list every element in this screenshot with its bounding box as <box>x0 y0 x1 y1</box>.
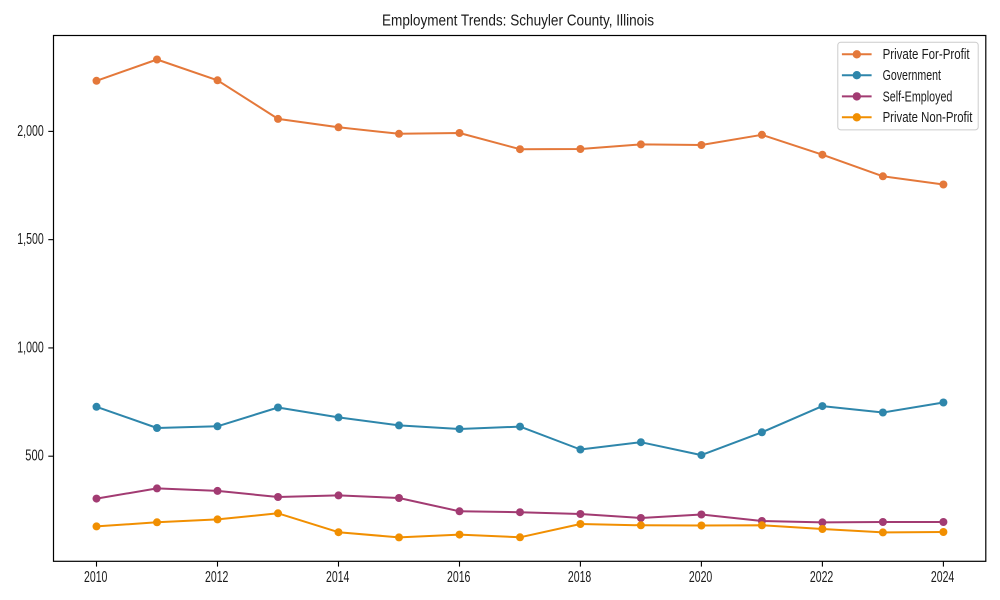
svg-text:2020: 2020 <box>689 569 713 586</box>
svg-text:2016: 2016 <box>447 569 470 586</box>
svg-text:2,000: 2,000 <box>17 123 44 140</box>
svg-text:Private Non-Profit: Private Non-Profit <box>883 110 973 126</box>
svg-text:1,000: 1,000 <box>17 339 44 356</box>
svg-text:2012: 2012 <box>205 569 228 586</box>
svg-text:2014: 2014 <box>326 569 350 586</box>
svg-text:2018: 2018 <box>568 569 591 586</box>
svg-text:2022: 2022 <box>810 569 833 586</box>
svg-text:Government: Government <box>883 68 941 84</box>
svg-text:Self-Employed: Self-Employed <box>883 89 953 105</box>
svg-text:500: 500 <box>25 448 44 465</box>
svg-text:1,500: 1,500 <box>17 231 44 248</box>
svg-text:Employment Trends: Schuyler Co: Employment Trends: Schuyler County, Illi… <box>382 12 654 29</box>
svg-text:2024: 2024 <box>931 569 955 586</box>
svg-text:Private For-Profit: Private For-Profit <box>883 47 970 63</box>
svg-text:2010: 2010 <box>84 569 108 586</box>
